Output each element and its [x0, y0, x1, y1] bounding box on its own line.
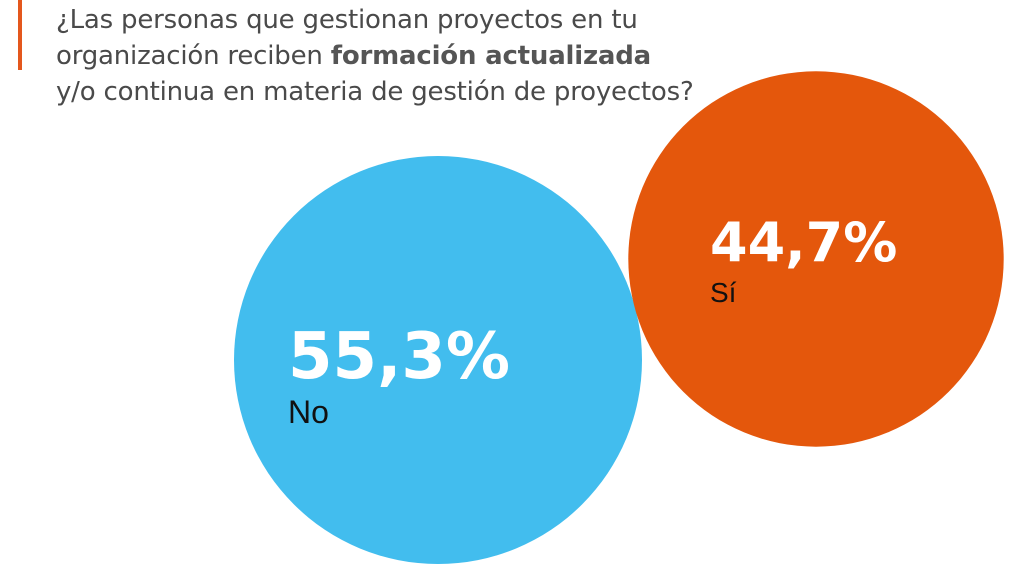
title-bold: formación actualizada [330, 41, 651, 71]
bubble-si [628, 71, 1004, 447]
accent-bar [18, 0, 22, 70]
bubble-no [234, 156, 642, 564]
chart-title: ¿Las personas que gestionan proyectos en… [56, 2, 696, 110]
category-label-no: No [288, 394, 329, 430]
category-label-si: Sí [710, 277, 737, 308]
title-part-1: ¿Las personas que gestionan proyectos en… [56, 5, 638, 71]
value-label-si: 44,7% [710, 211, 897, 274]
title-part-2: y/o continua en materia de gestión de pr… [56, 77, 694, 107]
value-label-no: 55,3% [288, 320, 510, 394]
